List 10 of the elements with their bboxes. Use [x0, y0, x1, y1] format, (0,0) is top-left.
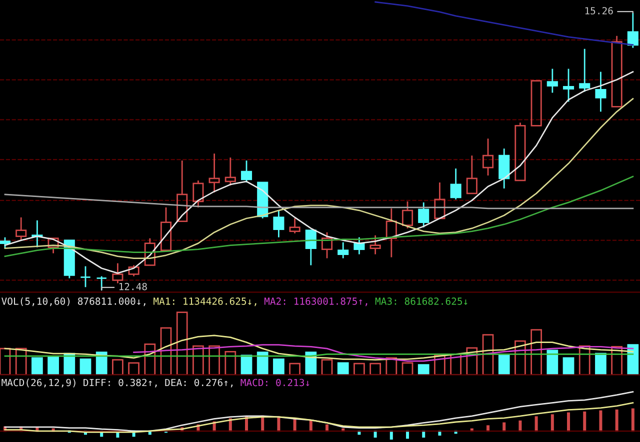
- text: DEA: 0.276↑,: [165, 378, 233, 388]
- text: MA3: 861682.625↓: [375, 298, 468, 305]
- text: MACD: 0.213↓: [240, 378, 310, 386]
- annotation: 15.26: [585, 7, 613, 14]
- text: VOL(5,10,60) 876811.000↓,: [2, 297, 146, 306]
- annotation: 12.48: [119, 282, 147, 290]
- text: DIFF: 0.382↑,: [84, 378, 157, 388]
- text: MA2: 1163001.875↑,: [264, 298, 368, 306]
- text: MA1: 1134426.625↓,: [154, 298, 256, 306]
- text: MACD(26,12,9): [2, 378, 76, 388]
